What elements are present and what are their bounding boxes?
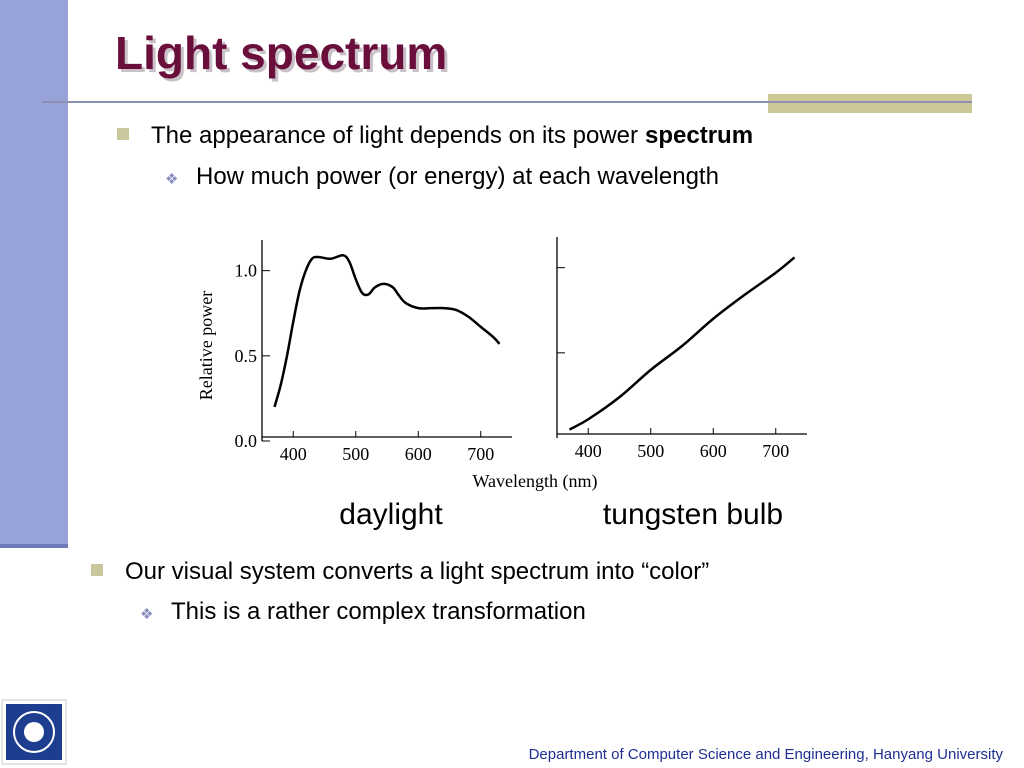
bullet-text: Our visual system converts a light spect… bbox=[125, 558, 709, 585]
bullet-text-plain: The appearance of light depends on its p… bbox=[151, 122, 638, 149]
bullet-text-bold: spectrum bbox=[645, 122, 753, 149]
bullet bbox=[117, 128, 129, 140]
y-tick-label: 0.0 bbox=[235, 431, 258, 451]
sub-bullet-icon: ❖ bbox=[165, 171, 178, 188]
spectrum-line bbox=[273, 254, 501, 408]
side-bar bbox=[0, 0, 68, 546]
bullet-text: The appearance of light depends on its p… bbox=[151, 122, 753, 149]
title-shadow: Light spectrum bbox=[118, 30, 450, 82]
x-tick-label: 600 bbox=[405, 444, 432, 464]
footer: Department of Computer Science and Engin… bbox=[529, 746, 1004, 763]
chart-caption: tungsten bulb bbox=[603, 498, 783, 531]
y-axis-label: Relative power bbox=[196, 291, 216, 400]
sub-bullet-text: How much power (or energy) at each wavel… bbox=[196, 163, 719, 190]
charts: 400 500 600 700 0.0 0.5 1.0 Relative power Wavel… bbox=[196, 237, 807, 531]
x-axis-label: Wavelength (nm) bbox=[472, 471, 597, 492]
y-tick-label: 0.5 bbox=[235, 346, 258, 366]
chart-caption: daylight bbox=[339, 498, 443, 531]
x-tick-label: 600 bbox=[700, 441, 727, 461]
x-tick-label: 500 bbox=[342, 444, 369, 464]
x-tick-label: 400 bbox=[280, 444, 307, 464]
bullet bbox=[91, 564, 103, 576]
title: Light spectrum bbox=[115, 27, 447, 79]
x-tick-label: 700 bbox=[762, 441, 789, 461]
side-bar-edge bbox=[0, 544, 68, 548]
spectrum-line bbox=[568, 256, 796, 431]
y-tick-label: 1.0 bbox=[235, 261, 258, 281]
x-tick-label: 500 bbox=[637, 441, 664, 461]
logo-center bbox=[24, 722, 44, 742]
x-tick-label: 700 bbox=[467, 444, 494, 464]
x-tick-label: 400 bbox=[575, 441, 602, 461]
sub-bullet-icon: ❖ bbox=[140, 606, 153, 623]
accent-bar bbox=[768, 94, 972, 113]
sub-bullet-text: This is a rather complex transformation bbox=[171, 598, 586, 625]
logo-ring bbox=[13, 711, 55, 753]
